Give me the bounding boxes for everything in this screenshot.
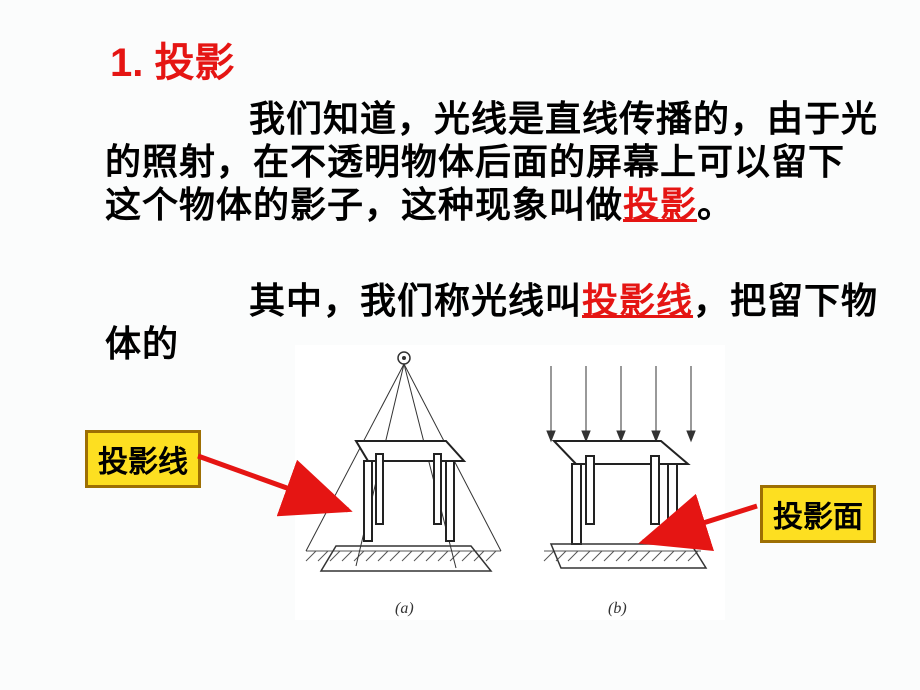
- keyword-projection: 投影: [623, 185, 697, 225]
- p1-end: 。: [697, 185, 734, 225]
- p2-lead: 其中，我们称光线叫: [249, 281, 582, 321]
- paragraph-1: 我们知道，光线是直线传播的，由于光的照射，在不透明物体后面的屏幕上可以留下这个物…: [105, 98, 880, 228]
- caption-a: (a): [395, 600, 414, 618]
- label-projection-line: 投影线: [85, 430, 201, 488]
- section-heading: 1. 投影: [110, 30, 234, 88]
- arrow-left: [198, 448, 368, 528]
- keyword-projection-line: 投影线: [582, 281, 693, 321]
- p1-lead: 我们知道，光线是直线传播的，由于光的照射，在不透明物体后面的屏幕上可以留下这个物…: [105, 99, 878, 225]
- label-projection-plane: 投影面: [760, 485, 876, 543]
- arrow-right: [635, 500, 765, 555]
- caption-b: (b): [608, 600, 627, 618]
